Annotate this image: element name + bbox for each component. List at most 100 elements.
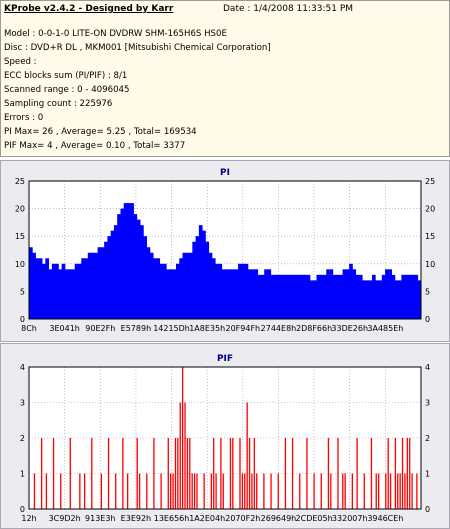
- pi-bar: [391, 274, 396, 319]
- pi-bar: [32, 252, 36, 319]
- info-range: Scanned range : 0 - 4096045: [4, 85, 130, 95]
- pif-bar: [215, 473, 217, 509]
- pi-bar: [290, 274, 294, 319]
- pif-ytick-left: 2: [20, 434, 25, 443]
- pif-bar: [270, 473, 272, 509]
- pi-ytick-left: 0: [20, 315, 25, 324]
- pif-bar: [394, 438, 397, 509]
- pi-bar: [251, 269, 255, 319]
- pif-bar: [122, 438, 124, 509]
- pif-bar: [83, 473, 86, 509]
- pi-bar: [270, 274, 275, 319]
- pi-bar: [87, 252, 92, 319]
- pi-bar: [64, 269, 69, 319]
- pif-ytick-right: 0: [425, 505, 430, 514]
- pif-bar: [277, 473, 279, 509]
- pi-bar: [140, 225, 144, 319]
- info-speed: Speed :: [4, 57, 37, 67]
- pi-bar: [107, 236, 112, 319]
- pi-bar: [146, 247, 151, 319]
- pi-xtick: 1A8E35h: [189, 324, 225, 333]
- pi-bar: [326, 269, 330, 319]
- pi-xtick: 8Ch: [21, 324, 37, 333]
- pi-bar: [185, 252, 190, 319]
- pif-xtick: 2CDE05h: [296, 514, 333, 523]
- pi-bar: [100, 247, 105, 319]
- pi-xtick: 90E2Fh: [85, 324, 115, 333]
- pi-bar: [58, 269, 63, 319]
- pif-bar: [196, 473, 198, 509]
- pif-bar: [160, 473, 162, 509]
- pi-bar: [159, 263, 164, 319]
- pif-bar: [344, 473, 346, 509]
- pi-chart: PI 0 0 5 5 10 10 15 15 20 20 25 25 8Ch 3E041h 90E2Fh E57…: [15, 168, 435, 333]
- pi-bar: [404, 274, 409, 319]
- pi-bar: [42, 263, 46, 319]
- pi-bar: [358, 274, 363, 319]
- pi-bar: [372, 274, 376, 319]
- pif-bar: [138, 473, 141, 509]
- pi-bar: [309, 280, 314, 319]
- pif-chart: PIF 0 0 1 1 2 2 3 3 4 4 12h 3C9D2h 913E3h E3E92h 13E656…: [20, 354, 430, 523]
- pif-ytick-left: 4: [20, 363, 25, 372]
- pif-bar: [177, 438, 179, 509]
- pif-bar: [337, 438, 339, 509]
- pif-bar: [210, 473, 212, 509]
- pi-ytick-left: 25: [15, 177, 25, 186]
- pi-bar: [110, 230, 115, 319]
- pif-bar: [60, 473, 62, 509]
- pif-bar: [91, 438, 93, 509]
- info-pif-stats: PIF Max= 4 , Average= 0.10 , Total= 3377: [4, 141, 186, 151]
- pif-bar: [229, 438, 232, 509]
- pi-bar: [143, 236, 147, 319]
- pi-bar: [55, 263, 59, 319]
- pi-bar: [218, 263, 223, 319]
- pif-bar: [146, 473, 148, 509]
- pif-bar: [232, 438, 234, 509]
- pif-xtick: 3946CEh: [367, 514, 403, 523]
- pi-bar: [130, 203, 134, 319]
- pi-title: PI: [220, 168, 230, 178]
- pi-bar: [365, 280, 370, 319]
- pi-bar: [172, 269, 177, 319]
- pif-ytick-right: 2: [425, 434, 430, 443]
- pi-bar: [254, 269, 259, 319]
- pi-bar: [113, 225, 118, 319]
- pif-bar: [40, 438, 43, 509]
- pif-bar: [222, 473, 224, 509]
- pif-ytick-left: 1: [20, 470, 25, 479]
- pi-xtick: 3E041h: [49, 324, 79, 333]
- info-errors: Errors : 0: [4, 113, 44, 123]
- pif-ytick-right: 4: [425, 363, 430, 372]
- pif-bar: [397, 473, 399, 509]
- pi-bar: [241, 263, 245, 319]
- pif-bar: [186, 438, 189, 509]
- pi-frame: [28, 180, 422, 320]
- pi-bar: [176, 263, 180, 319]
- pi-ytick-left: 20: [15, 205, 25, 214]
- pi-bar: [74, 263, 79, 319]
- pi-bar: [78, 263, 82, 319]
- pi-bar: [221, 269, 226, 319]
- pi-bar: [260, 274, 265, 319]
- pi-bar: [368, 280, 373, 319]
- pif-bar: [100, 473, 103, 509]
- info-disc: Disc : DVD+R DL , MKM001 [Mitsubishi Che…: [4, 43, 271, 53]
- pi-xtick: 33DE26h: [331, 324, 368, 333]
- pif-bar: [189, 438, 191, 509]
- pi-xtick: E5789h: [121, 324, 151, 333]
- pi-xtick: 2D8F66h: [296, 324, 332, 333]
- pi-bar: [117, 214, 121, 319]
- pi-bar: [61, 263, 66, 319]
- pi-bar: [378, 280, 383, 319]
- pi-bar: [149, 252, 154, 319]
- pi-ytick-right: 25: [425, 177, 435, 186]
- pif-bar: [377, 473, 380, 509]
- pi-bar: [182, 252, 187, 319]
- pif-bar: [246, 402, 248, 509]
- pi-bar: [388, 269, 392, 319]
- pi-bar: [313, 280, 317, 319]
- pif-bar: [153, 438, 155, 509]
- pif-bar: [203, 473, 205, 509]
- pif-bar: [33, 473, 36, 509]
